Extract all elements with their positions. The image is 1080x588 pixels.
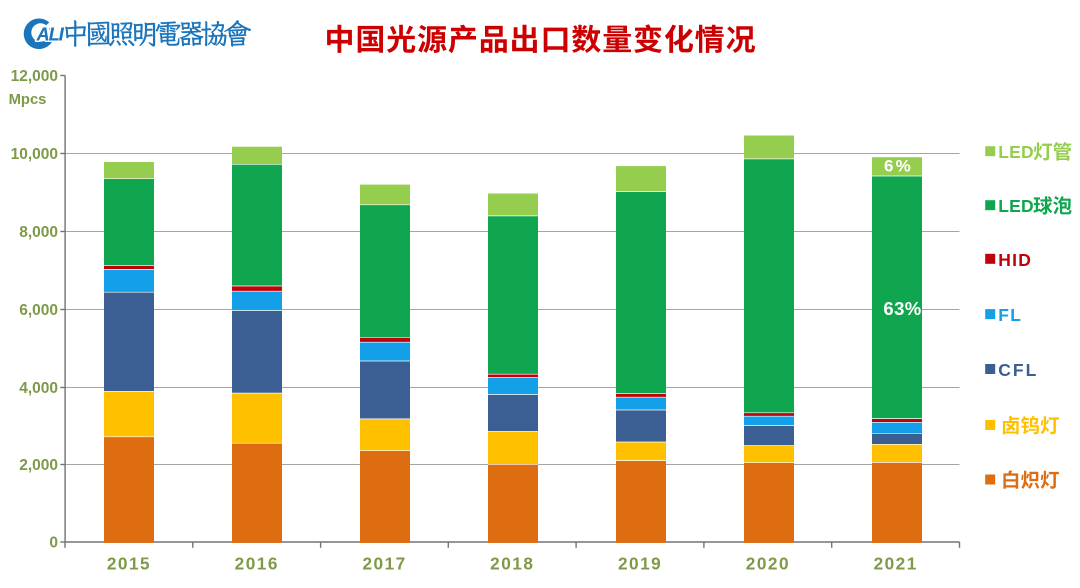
svg-text:6,000: 6,000 (19, 302, 58, 319)
svg-text:LED: LED (998, 142, 1034, 162)
svg-text:0: 0 (49, 535, 58, 552)
svg-text:6%: 6% (884, 156, 913, 175)
svg-text:CFL: CFL (998, 360, 1038, 380)
svg-text:LED: LED (998, 196, 1034, 216)
svg-text:12,000: 12,000 (11, 68, 58, 85)
svg-text:2015: 2015 (107, 553, 151, 573)
svg-text:FL: FL (998, 305, 1022, 325)
svg-text:ALI: ALI (36, 24, 65, 44)
svg-text:2021: 2021 (874, 553, 918, 573)
svg-text:ALI: ALI (36, 24, 65, 44)
svg-text:2017: 2017 (362, 553, 406, 573)
svg-text:2,000: 2,000 (19, 457, 58, 474)
svg-text:Mpcs: Mpcs (9, 92, 47, 108)
svg-text:2019: 2019 (618, 553, 662, 573)
svg-text:8,000: 8,000 (19, 224, 58, 241)
svg-text:HID: HID (998, 250, 1032, 270)
svg-text:4,000: 4,000 (19, 380, 58, 397)
svg-text:10,000: 10,000 (11, 146, 58, 163)
svg-text:2018: 2018 (490, 553, 534, 573)
svg-text:2016: 2016 (235, 553, 279, 573)
svg-text:2020: 2020 (746, 553, 790, 573)
svg-text:63%: 63% (883, 298, 921, 319)
